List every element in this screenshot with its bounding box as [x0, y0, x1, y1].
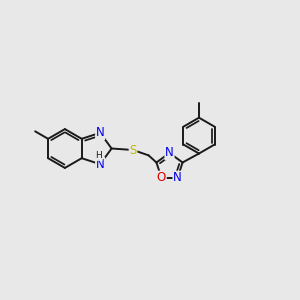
Text: O: O — [157, 171, 166, 184]
Text: N: N — [96, 158, 104, 171]
Text: N: N — [96, 126, 104, 139]
Text: N: N — [165, 146, 174, 160]
Text: N: N — [173, 171, 182, 184]
Text: H: H — [95, 151, 102, 160]
Text: S: S — [129, 143, 137, 157]
